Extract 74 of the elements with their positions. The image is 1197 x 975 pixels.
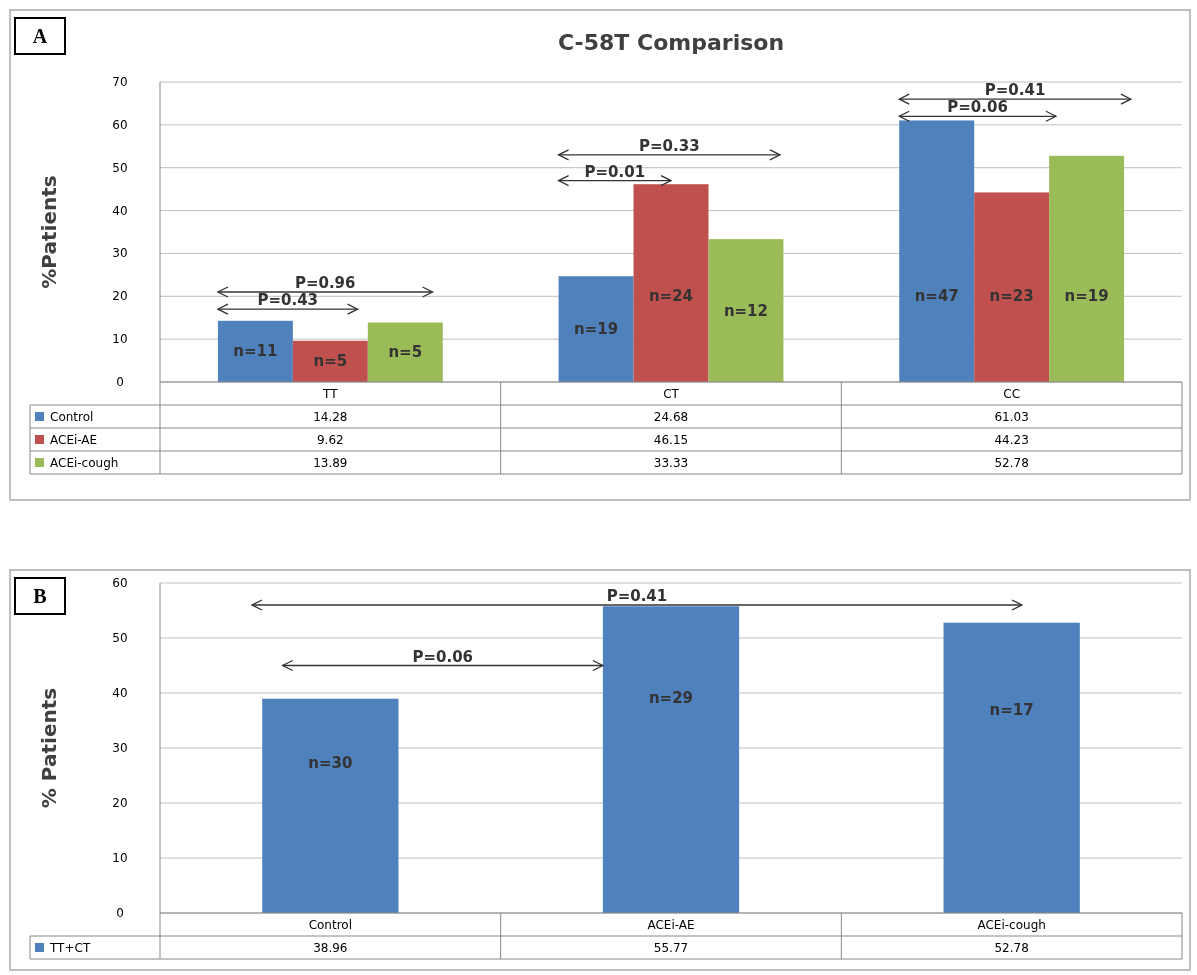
bar — [262, 698, 399, 913]
bar — [367, 322, 443, 382]
x-tick-label: ACEi-AE — [647, 918, 695, 932]
bar — [1049, 155, 1125, 382]
annotation: P=0.06 — [947, 98, 1008, 117]
data-label: 52.78 — [994, 941, 1029, 955]
bar — [708, 239, 784, 382]
y-tick-label: 30 — [112, 246, 128, 261]
data-label: 61.03 — [994, 410, 1029, 424]
annotation: P=0.06 — [412, 647, 474, 666]
y-tick-label: 70 — [112, 75, 128, 89]
data-label: 44.23 — [994, 433, 1029, 447]
x-tick-label: TT — [322, 387, 339, 401]
annotation: P=0.01 — [584, 162, 646, 181]
chart-title: C-58T Comparison — [557, 30, 785, 55]
y-tick-label: 0 — [116, 375, 124, 389]
y-tick-label: 40 — [112, 203, 128, 218]
annotation: P=0.33 — [639, 136, 700, 155]
y-tick-label: 0 — [116, 906, 124, 920]
annotation: n=12 — [723, 301, 769, 320]
bar — [602, 606, 740, 913]
annotation: n=5 — [388, 343, 423, 362]
data-label: 52.78 — [994, 456, 1029, 470]
legend-label: Control — [50, 410, 94, 424]
legend-label: ACEi-AE — [50, 433, 98, 447]
data-label: 55.77 — [653, 941, 689, 955]
x-tick-label: Control — [308, 918, 353, 932]
bar — [943, 622, 1080, 913]
annotation: n=30 — [308, 754, 353, 772]
data-label: 9.62 — [316, 433, 344, 447]
y-tick-label: 60 — [112, 117, 128, 132]
annotation: P=0.41 — [606, 587, 668, 605]
y-tick-label: 50 — [112, 160, 128, 175]
y-tick-label: 10 — [112, 332, 128, 347]
annotation: P=0.41 — [984, 81, 1046, 100]
y-axis-title: %Patients — [37, 175, 61, 289]
legend-label: ACEi-cough — [50, 456, 119, 470]
bar — [558, 276, 634, 382]
legend-label: TT+CT — [49, 941, 91, 955]
y-tick-label: 20 — [112, 289, 128, 304]
x-tick-label: ACEi-cough — [977, 918, 1046, 932]
data-label: 13.89 — [313, 456, 348, 470]
annotation: P=0.96 — [294, 274, 356, 292]
data-label: 14.28 — [313, 410, 348, 424]
bar — [217, 320, 293, 382]
annotation: n=24 — [648, 287, 694, 306]
y-tick-label: 10 — [112, 851, 128, 865]
annotation: n=47 — [914, 287, 959, 306]
y-tick-label: 20 — [112, 796, 128, 810]
text: B — [33, 585, 47, 607]
data-label: 24.68 — [653, 410, 689, 424]
x-tick-label: CC — [1003, 387, 1021, 401]
annotation: n=17 — [989, 700, 1034, 719]
annotation: n=29 — [648, 689, 694, 708]
data-label: 33.33 — [653, 456, 689, 470]
annotation: n=5 — [313, 352, 348, 371]
text: A — [32, 25, 48, 47]
annotation: n=19 — [573, 320, 619, 339]
y-tick-label: 60 — [112, 576, 128, 590]
bar — [899, 120, 975, 382]
x-tick-label: CT — [663, 387, 680, 401]
y-tick-label: 40 — [112, 686, 128, 700]
data-label: 46.15 — [653, 433, 689, 447]
annotation: P=0.43 — [257, 291, 319, 310]
y-tick-label: 30 — [112, 741, 128, 755]
y-tick-label: 50 — [112, 631, 128, 645]
bar — [633, 184, 709, 382]
data-label: 38.96 — [313, 941, 348, 955]
bar — [974, 192, 1050, 382]
annotation: n=11 — [233, 342, 278, 361]
y-axis-title: % Patients — [37, 687, 61, 809]
annotation: n=19 — [1064, 287, 1109, 306]
bar — [292, 340, 368, 382]
annotation: n=23 — [989, 287, 1034, 306]
